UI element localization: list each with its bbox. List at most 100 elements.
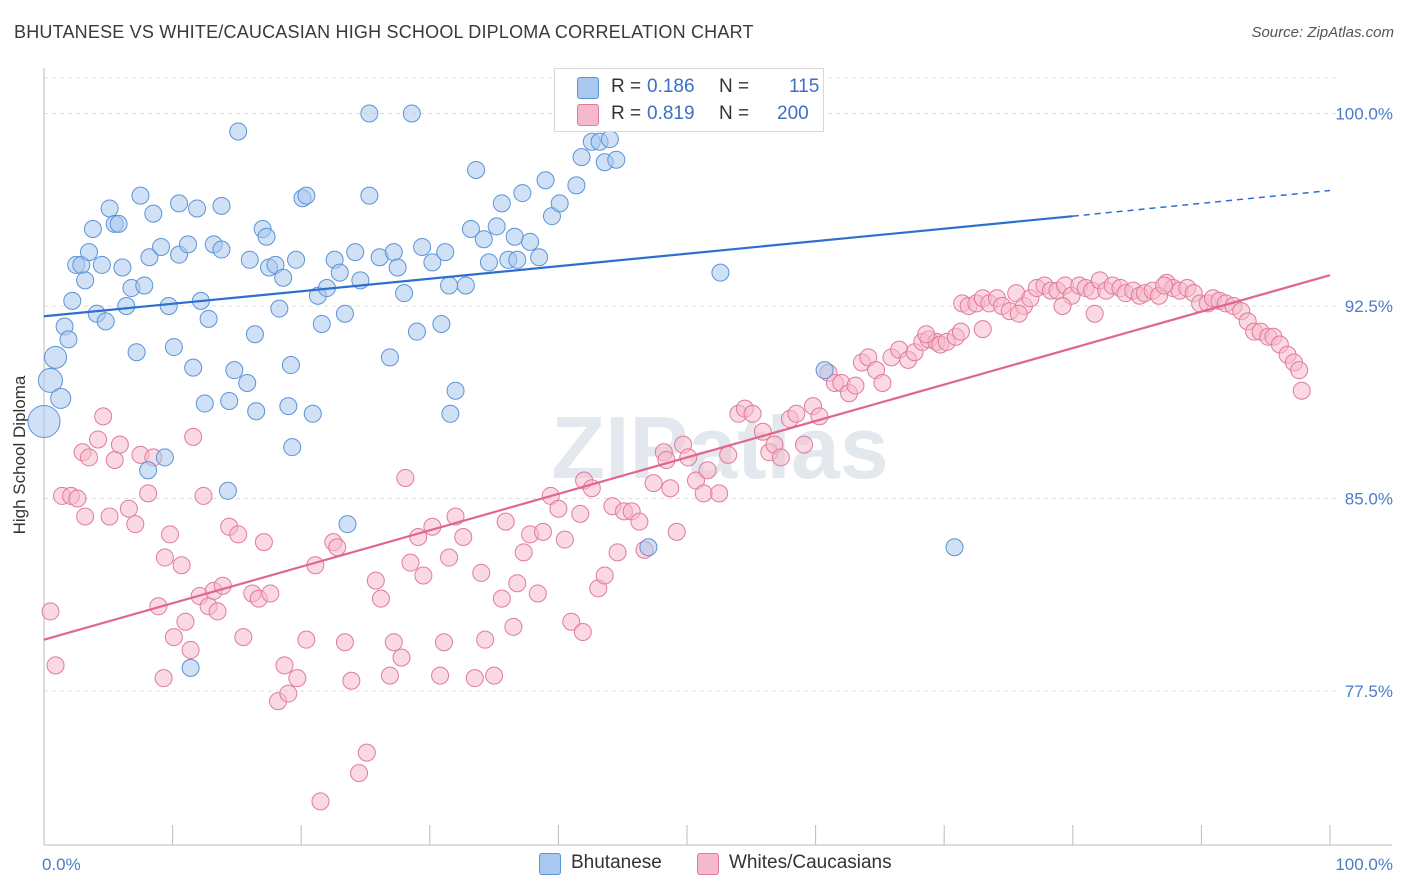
whites-caucasians-point [279,684,298,703]
whites-caucasians-point [1009,304,1028,323]
whites-caucasians-point [533,522,552,541]
bhutanese-point [117,297,136,315]
x-tick-label-min: 0.0% [42,855,81,874]
whites-caucasians-point [549,499,568,518]
bhutanese-point [92,255,111,274]
whites-caucasians-point [528,584,547,603]
whites-caucasians-point [951,322,970,341]
bhutanese-point [212,196,231,215]
bhutanese-point [440,276,459,295]
bhutanese-point [164,338,183,357]
bhutanese-point [113,258,132,277]
bhutanese-point [492,194,511,213]
bhutanese-point [436,243,455,262]
bhutanese-swatch [577,77,599,99]
whites-caucasians-point [401,553,420,572]
bhutanese-point [109,214,128,233]
whites-caucasians-point [335,633,354,652]
bhutanese-point [139,461,158,480]
whites-caucasians-point [176,612,195,631]
bhutanese-legend-swatch [539,853,561,875]
x-tick-label-max: 100.0% [1335,855,1393,874]
whites-caucasians-point [371,589,390,608]
whites-caucasians-point [139,484,158,503]
whites-caucasians-point [328,538,347,557]
bhutanese-point [711,263,730,282]
bhutanese-point [247,402,266,421]
whites-caucasians-point [392,648,411,667]
bhutanese-point [607,150,626,169]
whites-caucasians-point [342,671,361,690]
bhutanese-point [199,309,218,328]
bhutanese-point [229,122,248,141]
tick-labels: 77.5% 85.0% 92.5% 100.0% 0.0% 100.0% [42,105,1393,875]
whites-caucasians-point [154,669,173,688]
whites-caucasians-point [795,435,814,454]
bhutanese-point [83,220,102,238]
bhutanese-point [513,184,532,203]
n-value: 115 [789,76,820,97]
bhutanese-points [27,104,964,677]
whites-caucasians-point [644,474,663,493]
whites-caucasians-point [119,499,138,518]
whites-caucasians-point [454,528,473,546]
bhutanese-point [297,186,316,205]
bhutanese-point [238,374,257,392]
bhutanese-point [360,104,379,123]
whites-caucasians-point [719,445,738,464]
bhutanese-point [945,538,964,557]
bhutanese-point [572,148,591,167]
bhutanese-point [432,314,451,333]
whites-caucasians-point [873,374,892,392]
bhutanese-point [303,404,322,423]
whites-caucasians-point [562,612,581,631]
whites-caucasians-point [297,630,316,649]
bhutanese-point [281,356,300,375]
whites-caucasians-point [661,479,680,498]
whites-caucasians-point [194,486,213,505]
bhutanese-point [479,253,498,272]
whites-caucasians-point [1290,361,1309,380]
bhutanese-point [44,345,68,369]
bhutanese-point [600,130,619,149]
whites-caucasians-point [89,430,108,449]
y-tick-label: 92.5% [1345,297,1393,316]
whites-caucasians-point [100,507,119,526]
whites-caucasians-point [973,320,992,339]
bhutanese-point [27,405,61,438]
correlation-legend: R = 0.186 N = 115 R = 0.819 N = 200 [554,68,824,132]
bhutanese-trend-line [43,215,1073,318]
whites-caucasians-point [630,512,649,531]
trend-lines [43,189,1331,641]
bhutanese-point [218,481,237,500]
whites-caucasians-point [710,484,729,503]
bhutanese-point [360,186,379,205]
y-tick-label: 77.5% [1345,682,1393,701]
bhutanese-point [413,237,432,256]
bhutanese-point [140,248,159,267]
whites-caucasians-point [440,548,459,567]
y-tick-label: 85.0% [1345,490,1393,509]
bhutanese-point [441,404,460,423]
bhutanese-point [505,227,524,246]
whites-caucasians-point [208,602,227,621]
whites-caucasians-point [555,530,574,549]
bhutanese-point [195,394,214,413]
bhutanese-point [127,343,146,362]
bhutanese-point [181,658,200,677]
whites-caucasians-point [384,633,403,652]
whites-caucasians-point [41,602,60,621]
n-label: N = [719,76,750,97]
bhutanese-point [188,199,207,218]
whites-caucasians-point [357,743,376,762]
bhutanese-point [59,330,78,349]
bhutanese-point [80,243,99,262]
r-label: R = [611,76,642,97]
whites-caucasians-point [94,407,113,426]
whites-caucasians-point [508,574,527,593]
source-label: Source: ZipAtlas.com [1251,24,1394,41]
whites-caucasians-point [254,533,273,552]
bhutanese-point [96,312,115,331]
bhutanese-point [423,253,442,272]
